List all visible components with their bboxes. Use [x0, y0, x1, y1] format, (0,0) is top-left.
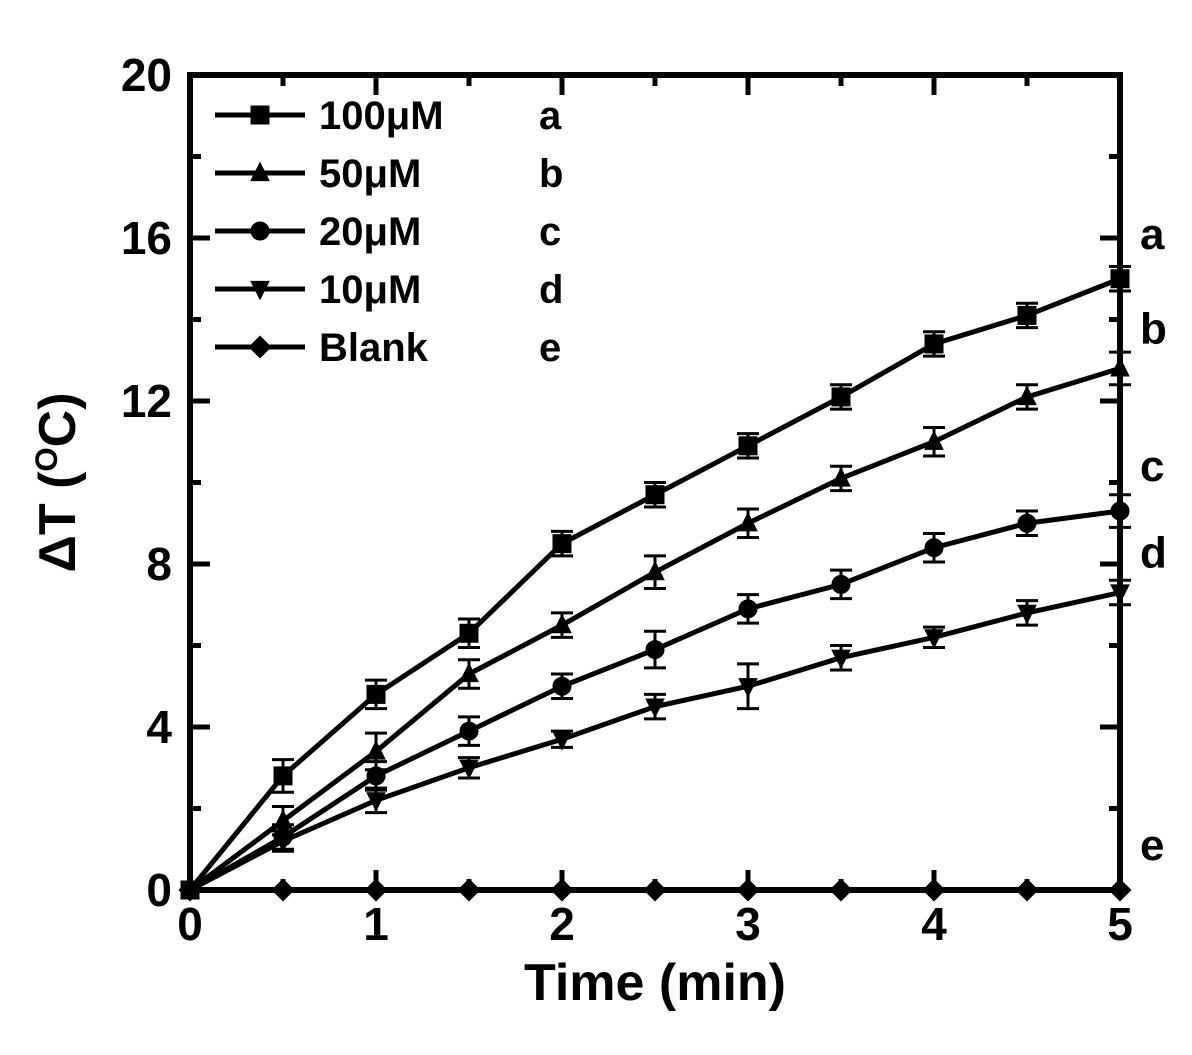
svg-text:d: d: [539, 268, 563, 312]
svg-text:c: c: [539, 210, 561, 254]
svg-text:2: 2: [549, 898, 575, 950]
svg-text:b: b: [539, 152, 563, 196]
svg-text:100μM: 100μM: [319, 94, 444, 138]
end-label-d: d: [1140, 529, 1167, 578]
svg-text:16: 16: [121, 212, 172, 264]
svg-text:e: e: [539, 326, 561, 370]
svg-text:50μM: 50μM: [319, 152, 421, 196]
chart-container: 012345048121620Time (min)ΔT (OC)abcde100…: [20, 20, 1192, 1035]
svg-text:a: a: [539, 94, 562, 138]
svg-text:20μM: 20μM: [319, 210, 421, 254]
svg-text:3: 3: [735, 898, 761, 950]
svg-text:Blank: Blank: [319, 326, 429, 370]
end-label-e: e: [1140, 821, 1164, 870]
svg-text:8: 8: [146, 538, 172, 590]
svg-text:20: 20: [121, 49, 172, 101]
line-chart: 012345048121620Time (min)ΔT (OC)abcde100…: [20, 20, 1192, 1035]
end-label-c: c: [1140, 442, 1164, 491]
x-axis-label: Time (min): [524, 954, 786, 1012]
svg-text:12: 12: [121, 375, 172, 427]
svg-text:10μM: 10μM: [319, 268, 421, 312]
svg-text:0: 0: [177, 898, 203, 950]
y-axis-label: ΔT (OC): [29, 392, 87, 572]
svg-text:4: 4: [921, 898, 947, 950]
end-label-a: a: [1140, 210, 1165, 259]
svg-text:5: 5: [1107, 898, 1133, 950]
svg-text:4: 4: [146, 701, 172, 753]
svg-text:0: 0: [146, 864, 172, 916]
end-label-b: b: [1140, 304, 1167, 353]
svg-text:1: 1: [363, 898, 389, 950]
